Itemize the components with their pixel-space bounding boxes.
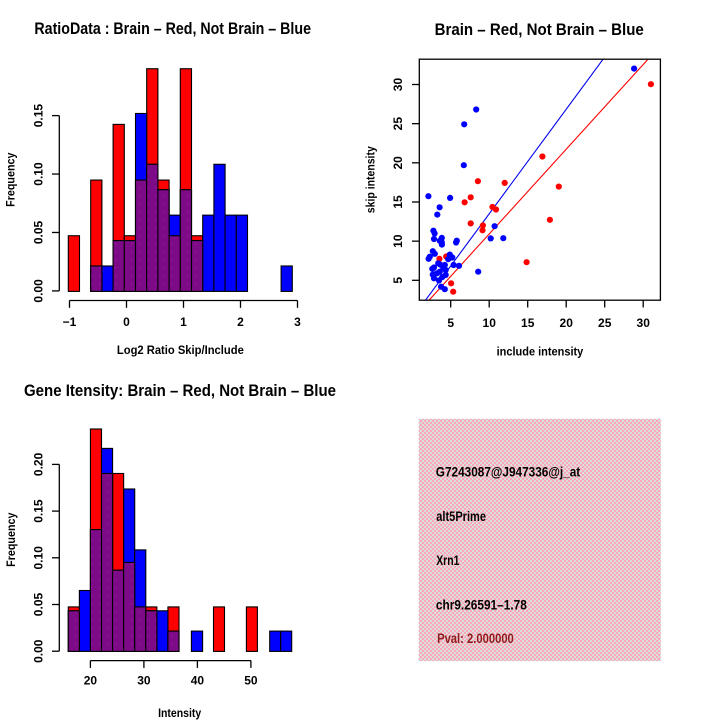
svg-text:15: 15 [521, 316, 535, 330]
svg-text:0.15: 0.15 [32, 499, 46, 523]
svg-text:50: 50 [244, 674, 258, 688]
svg-text:2: 2 [237, 315, 244, 329]
svg-text:RatioData : Brain – Red, Not B: RatioData : Brain – Red, Not Brain – Blu… [34, 19, 311, 38]
svg-text:Gene Itensity: Brain – Red, No: Gene Itensity: Brain – Red, Not Brain – … [24, 381, 336, 400]
svg-text:3: 3 [294, 315, 301, 329]
svg-text:0.05: 0.05 [32, 592, 46, 616]
svg-text:0.10: 0.10 [32, 162, 46, 186]
svg-text:20: 20 [560, 316, 574, 330]
svg-text:10: 10 [391, 234, 405, 248]
svg-text:chr9.26591–1.78: chr9.26591–1.78 [436, 598, 527, 613]
svg-text:30: 30 [637, 316, 651, 330]
svg-text:Pval: 2.000000: Pval: 2.000000 [437, 631, 514, 646]
svg-text:Xrn1: Xrn1 [436, 553, 460, 568]
svg-text:30: 30 [391, 78, 405, 92]
svg-text:Log2 Ratio Skip/Include: Log2 Ratio Skip/Include [117, 343, 244, 357]
svg-text:include intensity: include intensity [497, 344, 584, 358]
svg-text:0.20: 0.20 [32, 452, 46, 476]
svg-text:0.05: 0.05 [32, 220, 46, 244]
svg-text:0.00: 0.00 [32, 279, 46, 303]
svg-text:25: 25 [391, 117, 405, 131]
svg-text:Frequency: Frequency [3, 152, 17, 207]
svg-text:25: 25 [598, 316, 612, 330]
svg-text:5: 5 [447, 316, 454, 330]
svg-text:20: 20 [84, 674, 98, 688]
svg-text:1: 1 [180, 315, 187, 329]
svg-text:Brain – Red, Not Brain – Blue: Brain – Red, Not Brain – Blue [435, 20, 644, 39]
svg-text:30: 30 [137, 674, 151, 688]
svg-text:−1: −1 [63, 315, 77, 329]
svg-text:10: 10 [483, 316, 497, 330]
svg-text:0.15: 0.15 [32, 104, 46, 128]
svg-text:G7243087@J947336@j_at: G7243087@J947336@j_at [436, 464, 581, 479]
svg-text:alt5Prime: alt5Prime [436, 509, 486, 524]
svg-text:20: 20 [391, 156, 405, 170]
svg-text:0: 0 [123, 315, 130, 329]
svg-text:Intensity: Intensity [158, 706, 201, 720]
svg-text:40: 40 [191, 674, 205, 688]
svg-text:15: 15 [391, 195, 405, 209]
svg-text:skip intensity: skip intensity [363, 146, 377, 213]
svg-text:5: 5 [391, 277, 405, 284]
svg-text:Frequency: Frequency [4, 512, 18, 567]
svg-text:0.10: 0.10 [32, 546, 46, 570]
svg-text:0.00: 0.00 [32, 639, 46, 663]
